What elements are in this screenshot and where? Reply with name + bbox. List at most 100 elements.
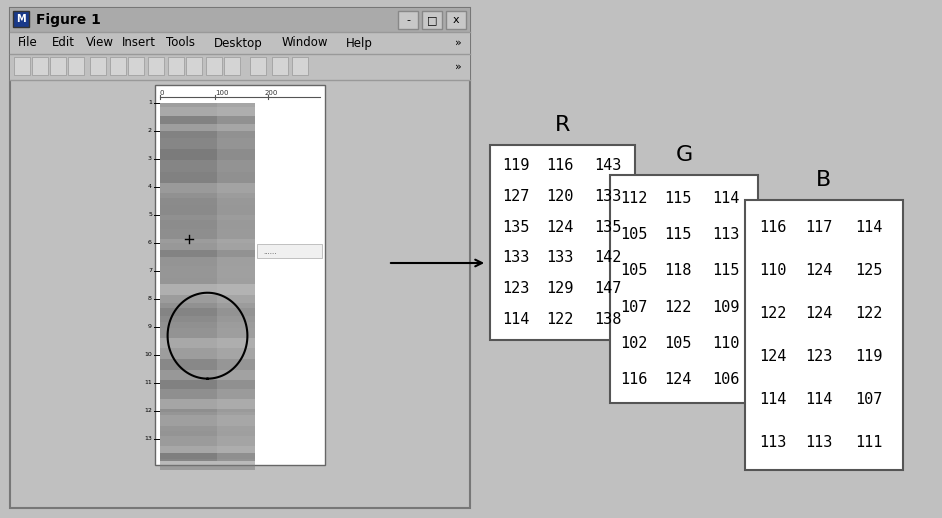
Text: View: View: [86, 36, 114, 50]
Bar: [160, 349, 255, 358]
Bar: [160, 138, 255, 149]
Bar: [250, 57, 266, 75]
Bar: [160, 107, 255, 116]
Bar: [160, 315, 255, 322]
Bar: [160, 160, 255, 172]
Text: M: M: [16, 14, 25, 24]
Bar: [224, 57, 240, 75]
Text: G: G: [675, 145, 692, 165]
Text: 122: 122: [546, 312, 574, 327]
Text: 116: 116: [759, 220, 787, 235]
Text: Edit: Edit: [52, 36, 75, 50]
Text: 124: 124: [664, 372, 691, 387]
Bar: [745, 200, 903, 470]
Text: Desktop: Desktop: [214, 36, 263, 50]
Bar: [160, 328, 255, 338]
Bar: [68, 57, 84, 75]
Text: □: □: [427, 15, 437, 25]
Bar: [148, 57, 164, 75]
Text: File: File: [18, 36, 38, 50]
Text: 114: 114: [759, 392, 787, 407]
Text: 123: 123: [502, 281, 529, 296]
Bar: [160, 399, 255, 409]
Text: 133: 133: [594, 189, 622, 204]
Bar: [160, 430, 255, 436]
Bar: [160, 243, 255, 250]
Bar: [160, 459, 255, 470]
Text: 105: 105: [664, 336, 691, 351]
Text: 114: 114: [805, 392, 833, 407]
Text: 110: 110: [712, 336, 739, 351]
Bar: [160, 412, 255, 415]
Bar: [10, 8, 470, 32]
Text: 8: 8: [148, 296, 152, 301]
Bar: [90, 57, 106, 75]
Bar: [160, 257, 255, 266]
Text: 147: 147: [594, 281, 622, 296]
Text: 125: 125: [855, 263, 883, 278]
Text: 122: 122: [855, 306, 883, 321]
Text: 142: 142: [594, 251, 622, 266]
Text: R: R: [555, 115, 570, 135]
Text: 7: 7: [148, 268, 152, 274]
Bar: [160, 124, 255, 131]
Bar: [160, 193, 255, 197]
Bar: [292, 57, 308, 75]
Bar: [50, 57, 66, 75]
Text: 114: 114: [855, 220, 883, 235]
Text: 11: 11: [144, 381, 152, 385]
Bar: [32, 57, 48, 75]
Text: 105: 105: [621, 264, 648, 278]
Text: 100: 100: [215, 90, 229, 96]
Text: 2: 2: [148, 128, 152, 134]
Bar: [160, 103, 255, 107]
Text: 124: 124: [805, 306, 833, 321]
Text: 10: 10: [144, 353, 152, 357]
Text: 135: 135: [502, 220, 529, 235]
Bar: [160, 380, 255, 388]
Bar: [272, 57, 288, 75]
Bar: [446, 11, 466, 29]
Bar: [186, 57, 202, 75]
Text: 115: 115: [712, 264, 739, 278]
Bar: [160, 436, 255, 445]
Text: 124: 124: [759, 349, 787, 364]
Text: 133: 133: [502, 251, 529, 266]
Text: 13: 13: [144, 437, 152, 441]
Bar: [155, 85, 325, 465]
Text: Figure 1: Figure 1: [36, 13, 101, 27]
Bar: [160, 103, 255, 461]
Bar: [160, 266, 255, 278]
Text: Window: Window: [282, 36, 329, 50]
Text: 110: 110: [759, 263, 787, 278]
Text: 200: 200: [265, 90, 279, 96]
Bar: [217, 103, 255, 461]
Text: B: B: [817, 170, 832, 190]
Text: 135: 135: [594, 220, 622, 235]
Bar: [110, 57, 126, 75]
Bar: [10, 54, 470, 80]
Bar: [160, 415, 255, 426]
Text: 114: 114: [712, 191, 739, 206]
Bar: [160, 278, 255, 283]
Text: 119: 119: [502, 157, 529, 172]
Bar: [14, 57, 30, 75]
Bar: [160, 283, 255, 295]
Bar: [160, 303, 255, 308]
Text: 116: 116: [621, 372, 648, 387]
Text: 1: 1: [148, 100, 152, 106]
Bar: [160, 215, 255, 220]
Bar: [160, 197, 255, 205]
Bar: [13, 11, 29, 27]
Bar: [160, 409, 255, 412]
Bar: [160, 426, 255, 430]
Text: 118: 118: [664, 264, 691, 278]
Bar: [160, 116, 255, 124]
Bar: [160, 149, 255, 160]
Text: Help: Help: [346, 36, 373, 50]
Bar: [160, 220, 255, 229]
Bar: [160, 308, 255, 315]
Text: 124: 124: [546, 220, 574, 235]
Text: 107: 107: [621, 299, 648, 314]
Text: 113: 113: [805, 435, 833, 450]
